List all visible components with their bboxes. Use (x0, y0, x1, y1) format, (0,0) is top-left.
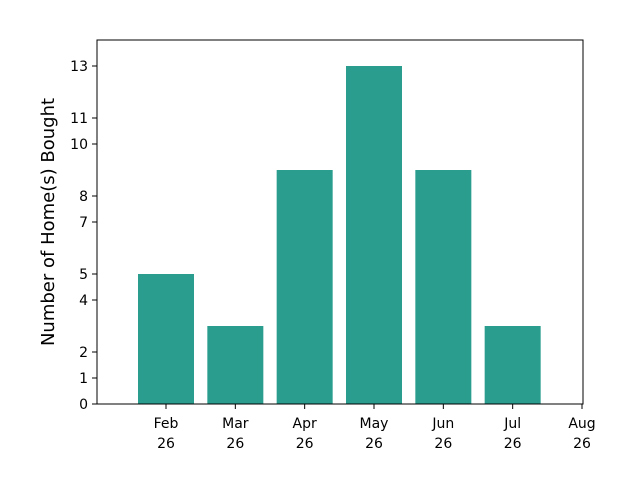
y-axis-label: Number of Home(s) Bought (38, 98, 59, 346)
y-tick-label: 13 (70, 59, 88, 75)
y-tick-label: 8 (79, 189, 88, 205)
x-tick-label: Apr (293, 416, 317, 432)
bars-group (138, 66, 541, 404)
x-tick-label: 26 (434, 436, 452, 452)
x-tick-label: Mar (222, 416, 249, 432)
bar-apr-26 (276, 170, 333, 404)
x-tick-label: 26 (504, 436, 522, 452)
y-axis: 0 1 2 4 5 7 8 10 11 13 (70, 59, 97, 413)
x-tick-label: 26 (573, 436, 591, 452)
x-axis: Feb 26 Mar 26 Apr 26 May 26 Jun 26 Jul 26 Aug 26 (154, 404, 596, 452)
y-tick-label: 5 (79, 267, 88, 283)
x-tick-label: Aug (568, 416, 595, 432)
y-tick-label: 2 (79, 345, 88, 361)
x-tick-label: 26 (296, 436, 314, 452)
y-tick-label: 4 (79, 293, 88, 309)
bar-feb-26 (138, 274, 194, 404)
x-tick-label: Jun (431, 416, 454, 432)
x-tick-label: 26 (365, 436, 383, 452)
y-tick-label: 1 (79, 371, 88, 387)
y-tick-label: 11 (70, 111, 88, 127)
x-tick-label: 26 (157, 436, 175, 452)
x-tick-label: May (360, 416, 389, 432)
x-tick-label: Jul (503, 416, 521, 432)
bar-jun-26 (415, 170, 472, 404)
bar-may-26 (346, 66, 402, 404)
y-tick-label: 10 (70, 137, 88, 153)
x-tick-label: 26 (226, 436, 244, 452)
y-tick-label: 7 (79, 215, 88, 231)
bar-jul-26 (484, 326, 541, 404)
y-tick-label: 0 (79, 397, 88, 413)
x-tick-label: Feb (154, 416, 179, 432)
bar-mar-26 (207, 326, 264, 404)
plot-frame (96, 39, 584, 405)
